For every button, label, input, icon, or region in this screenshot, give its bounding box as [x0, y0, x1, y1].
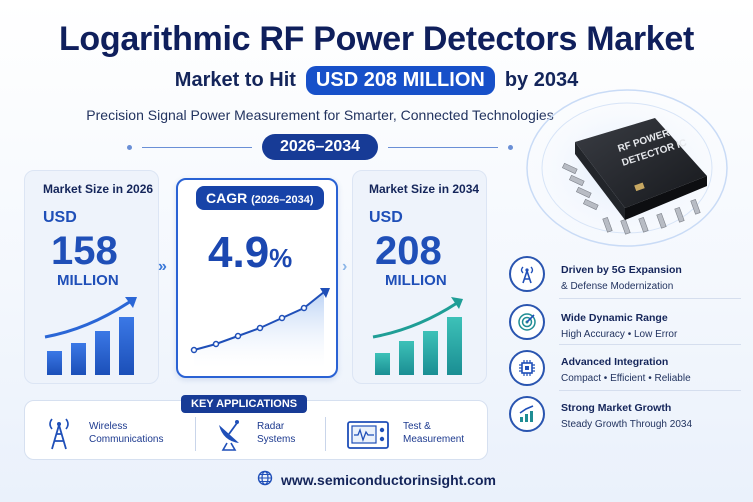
- section-label: KEY APPLICATIONS: [181, 395, 308, 413]
- cagr-period: (2026–2034): [251, 194, 314, 206]
- app-line: Communications: [89, 433, 164, 445]
- antenna-icon: [509, 256, 545, 292]
- driver-subtitle: Steady Growth Through 2034: [561, 419, 693, 430]
- driver-subtitle: & Defense Modernization: [561, 281, 674, 292]
- unit-label: MILLION: [385, 272, 447, 289]
- app-line: Test &: [403, 421, 431, 432]
- subtitle-suffix: by 2034: [504, 69, 579, 91]
- chevron-right-icon: »: [158, 258, 167, 275]
- application-item: Radar Systems: [257, 421, 295, 446]
- cagr-number: 4.9: [208, 228, 270, 277]
- cagr-label: CAGR: [206, 190, 248, 206]
- application-item: Test & Measurement: [403, 421, 464, 446]
- driver-subtitle: Compact • Efficient • Reliable: [561, 373, 691, 384]
- key-applications-panel: KEY APPLICATIONS Wireless Communications…: [24, 395, 488, 460]
- cagr-badge: CAGR (2026–2034): [196, 186, 324, 210]
- card-label: Market Size in 2034: [369, 182, 480, 196]
- subtitle-prefix: Market to Hit: [174, 69, 296, 91]
- divider: [195, 417, 196, 451]
- footer: www.semiconductorinsight.com: [0, 470, 753, 489]
- driver-title: Strong Market Growth: [561, 402, 672, 414]
- website-link[interactable]: www.semiconductorinsight.com: [281, 471, 496, 488]
- market-value: 158: [51, 229, 118, 273]
- market-size-start-card: Market Size in 2026 USD 158 MILLION: [24, 170, 159, 384]
- market-value-badge: USD 208 MILLION: [305, 66, 495, 95]
- market-value: 208: [375, 229, 442, 273]
- tower-icon: [43, 417, 75, 456]
- target-icon: [509, 304, 545, 340]
- globe-icon: [257, 470, 273, 489]
- divider: [325, 417, 326, 451]
- drivers-list: Driven by 5G Expansion & Defense Moderni…: [505, 252, 745, 442]
- driver-title: Driven by 5G Expansion: [561, 264, 682, 276]
- radar-dish-icon: [213, 415, 247, 456]
- trend-line-icon: [190, 288, 330, 368]
- app-line: Systems: [257, 433, 296, 445]
- currency-label: USD: [43, 209, 77, 226]
- oscilloscope-icon: [347, 421, 389, 454]
- divider-dot: [508, 144, 514, 150]
- market-size-end-card: Market Size in 2034 USD 208 MILLION: [352, 170, 487, 384]
- chip-illustration: RF POWER DETECTOR IC: [515, 80, 740, 255]
- years-badge: 2026–2034: [261, 134, 379, 160]
- unit-label: MILLION: [57, 272, 119, 289]
- divider-dot: [126, 144, 132, 150]
- tagline: Precision Signal Power Measurement for S…: [86, 107, 554, 123]
- percent-sign: %: [269, 243, 293, 273]
- driver-title: Advanced Integration: [561, 356, 669, 368]
- headline-subtitle: Market to Hit USD 208 MILLION by 2034: [0, 66, 753, 95]
- divider-line: [388, 146, 499, 148]
- driver-title: Wide Dynamic Range: [561, 312, 668, 324]
- divider-line: [141, 146, 252, 148]
- application-item: Wireless Communications: [89, 421, 163, 446]
- divider: [559, 344, 741, 345]
- card-label: Market Size in 2026: [43, 182, 154, 196]
- growth-bars-icon: [44, 297, 137, 375]
- chip-icon: RF POWER DETECTOR IC: [517, 83, 737, 253]
- divider: [559, 390, 741, 391]
- growth-bars-icon: [372, 297, 463, 375]
- driver-subtitle: High Accuracy • Low Error: [561, 329, 678, 340]
- app-line: Radar: [257, 421, 285, 432]
- page-title: Logarithmic RF Power Detectors Market: [58, 20, 695, 58]
- cagr-value: 4.9%: [208, 228, 292, 278]
- chip-icon: [509, 350, 545, 386]
- chevron-right-icon: ›: [342, 258, 348, 275]
- cagr-card: CAGR (2026–2034) 4.9%: [176, 178, 338, 378]
- currency-label: USD: [369, 209, 403, 226]
- app-line: Wireless: [89, 421, 128, 432]
- forecast-period: 2026–2034: [0, 134, 640, 160]
- app-line: Measurement: [403, 433, 465, 445]
- growth-chart-icon: [509, 396, 545, 432]
- divider: [559, 298, 741, 299]
